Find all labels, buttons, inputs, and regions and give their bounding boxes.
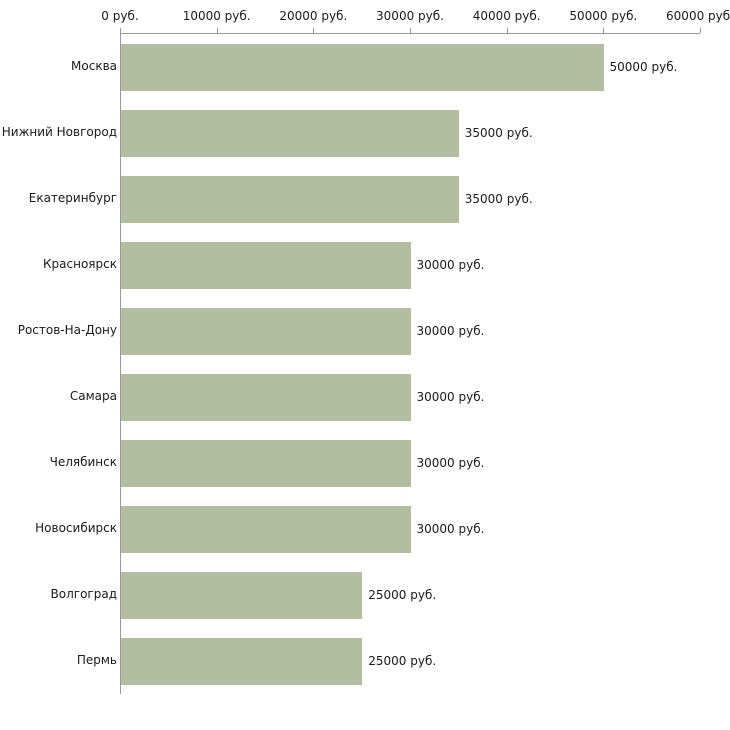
bar bbox=[121, 637, 363, 685]
bar-value-label: 30000 руб. bbox=[416, 258, 485, 272]
x-axis-tick-label: 40000 руб. bbox=[472, 9, 541, 23]
x-axis-tick-label: 60000 руб. bbox=[666, 9, 730, 23]
bar-value-label: 25000 руб. bbox=[368, 654, 437, 668]
bar bbox=[121, 43, 604, 91]
category-label: Самара bbox=[69, 389, 117, 403]
bar-value-label: 30000 руб. bbox=[416, 324, 485, 338]
bar-value-label: 35000 руб. bbox=[464, 192, 533, 206]
bar-row: 50000 руб. bbox=[121, 34, 700, 100]
bar-row: 25000 руб. bbox=[121, 562, 700, 628]
y-axis-labels: Москва Нижний Новгород Екатеринбург Красноя… bbox=[0, 33, 117, 693]
x-axis-tick-label: 30000 руб. bbox=[376, 9, 444, 23]
bar bbox=[121, 505, 411, 553]
bar-value-label: 30000 руб. bbox=[416, 456, 485, 470]
bar bbox=[121, 307, 411, 355]
bar-row: 30000 руб. bbox=[121, 496, 700, 562]
x-axis-tick bbox=[410, 28, 411, 33]
x-axis-tick bbox=[120, 28, 121, 33]
category-label: Москва bbox=[71, 59, 117, 73]
bar-value-label: 30000 руб. bbox=[416, 390, 485, 404]
x-axis: 0 руб. 10000 руб. 20000 руб. 30000 руб. 4000… bbox=[101, 0, 730, 33]
x-axis-tick-label: 20000 руб. bbox=[279, 9, 348, 23]
plot-area: 50000 руб. 35000 руб. 35000 руб. 30000 руб.… bbox=[120, 33, 700, 694]
bar-row: 35000 руб. bbox=[121, 100, 700, 166]
bar-row: 25000 руб. bbox=[121, 628, 700, 694]
x-axis-tick bbox=[700, 28, 701, 33]
category-label: Челябинск bbox=[49, 455, 117, 469]
bar-row: 35000 руб. bbox=[121, 166, 700, 232]
x-axis-tick bbox=[313, 28, 315, 33]
bar-row: 30000 руб. bbox=[121, 430, 700, 496]
bar bbox=[121, 241, 411, 289]
category-label: Нижний Новгород bbox=[1, 125, 117, 139]
category-label: Новосибирск bbox=[35, 521, 117, 535]
bar-value-label: 30000 руб. bbox=[416, 522, 485, 536]
category-label: Волгоград bbox=[50, 587, 117, 601]
x-axis-tick-label: 50000 руб. bbox=[569, 9, 638, 23]
x-axis-tick bbox=[216, 28, 218, 33]
x-axis-tick bbox=[506, 28, 508, 33]
bar-value-label: 35000 руб. bbox=[464, 126, 533, 140]
category-label: Пермь bbox=[76, 653, 117, 667]
x-axis-tick-label: 10000 руб. bbox=[182, 9, 251, 23]
bar bbox=[121, 373, 411, 421]
bar-value-label: 25000 руб. bbox=[368, 588, 437, 602]
bar bbox=[121, 571, 363, 619]
category-label: Красноярск bbox=[43, 257, 117, 271]
bar-row: 30000 руб. bbox=[121, 232, 700, 298]
bar bbox=[121, 175, 459, 223]
category-label: Екатеринбург bbox=[28, 191, 117, 205]
category-label: Ростов-На-Дону bbox=[17, 323, 117, 337]
bar-row: 30000 руб. bbox=[121, 298, 700, 364]
bar bbox=[121, 109, 459, 157]
bar-row: 30000 руб. bbox=[121, 364, 700, 430]
x-axis-tick bbox=[603, 28, 605, 33]
bar-value-label: 50000 руб. bbox=[609, 60, 678, 74]
bar bbox=[121, 439, 411, 487]
x-axis-tick-label: 0 руб. bbox=[101, 9, 139, 23]
